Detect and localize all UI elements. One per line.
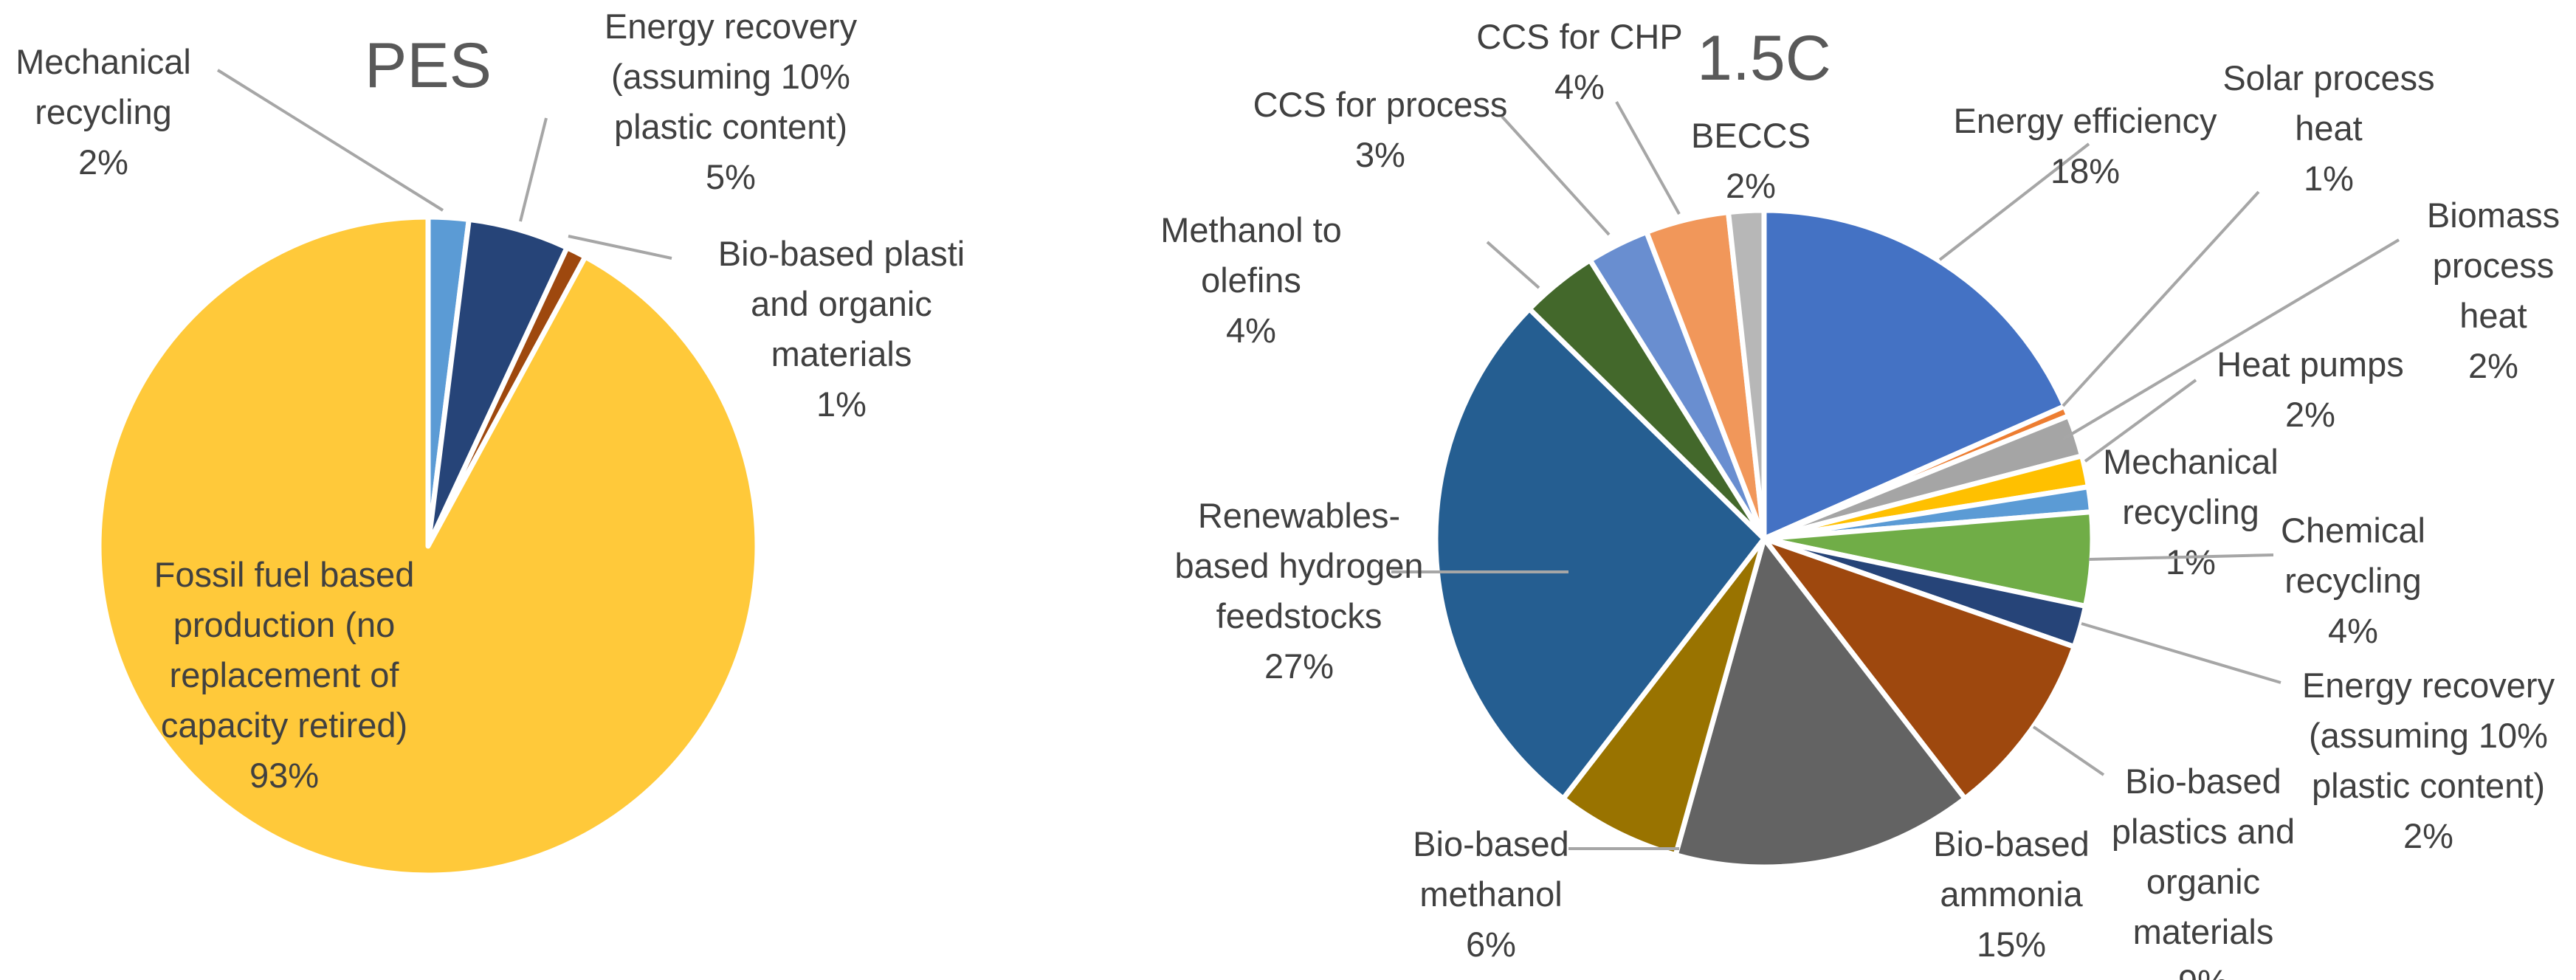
pes-data-label-fossil-fuel-based-production-no-replacement-of-capacity-retired: Fossil fuel based production (no replaceme… [154,555,415,795]
c15-data-label-beccs: BECCS 2% [1691,116,1811,205]
c15-leader-line-biomass-process-heat [2062,238,2400,441]
c15-slice-bio-based-plastics-and-organic-materials [1761,536,2077,801]
pes-pie-chart: PES Mechanical recycling 2% Energy recovery… [16,7,965,878]
c15-data-label-renewables-based-hydrogen-feedstocks: Renewables-based hydrogen feedstocks 27% [1174,496,1423,686]
c15-leader-line-chemical-recycling [2088,553,2274,561]
c15-data-label-chemical-recycling: Chemical recycling 4% [2281,511,2425,650]
c15-leader-line-methanol-to-olefins [1486,241,1540,289]
pes-leader-line-bio-based-plasti-and-organic-materials [568,235,672,260]
c15-data-label-energy-efficiency: Energy efficiency 18% [1953,101,2217,190]
c15-leader-line-energy-recovery-assuming-10-plastic-content [2081,622,2281,684]
c15-slice-energy-efficiency [1761,207,2067,542]
c15-data-label-ccs-for-chp: CCS for CHP 4% [1476,17,1682,106]
pes-data-label-bio-based-plasti-and-organic-materials: Bio-based plasti and organic materials 1% [718,234,965,424]
pes-leader-line-energy-recovery-assuming-10-plastic-content [519,117,548,222]
c15-data-label-solar-process-heat: Solar process heat 1% [2222,58,2434,198]
pes-data-label-mechanical-recycling: Mechanical recycling 2% [16,42,191,182]
c15-slice-renewables-based-hydrogen-feedstocks [1433,306,1767,801]
c15-leader-line-bio-based-plastics-and-organic-materials [2032,725,2105,776]
pes-leader-line-mechanical-recycling [216,69,444,212]
c15-data-label-methanol-to-olefins: Methanol to olefins 4% [1160,210,1342,350]
c15-leader-line-solar-process-heat [2062,190,2260,407]
c15-slice-beccs [1726,207,1767,542]
c15-leader-line-ccs-for-chp [1615,101,1681,215]
c15-leader-line-ccs-for-process [1501,115,1611,236]
c15-data-label-biomass-process-heat: Biomass process heat 2% [2427,196,2560,385]
c15-data-label-bio-based-ammonia: Bio-based ammonia 15% [1933,824,2090,964]
c15-slice-bio-based-methanol [1560,536,1767,858]
c15-slice-bio-based-ammonia [1673,536,1968,870]
pes-slice-fossil-fuel-based-production-no-replacement-of-capacity-retired [96,214,760,878]
c15-data-label-mechanical-recycling: Mechanical recycling 1% [2103,442,2279,582]
c15-data-label-ccs-for-process: CCS for process 3% [1253,85,1508,174]
c15-leader-line-heat-pumps [2084,379,2197,463]
1-5c-chart-title: 1.5C [1697,23,1831,94]
c15-leader-line-energy-efficiency [1938,142,2090,261]
pes-data-label-energy-recovery-assuming-10-plastic-content: Energy recovery (assuming 10% plastic cont… [605,7,858,196]
pes-chart-title: PES [365,30,492,101]
1-5c-pie-chart: 1.5C Energy efficiency 18%Solar process he… [1160,17,2560,980]
c15-data-label-bio-based-methanol: Bio-based methanol 6% [1413,824,1569,964]
c15-data-label-energy-recovery-assuming-10-plastic-content: Energy recovery (assuming 10% plastic cont… [2302,666,2555,855]
c15-data-label-heat-pumps: Heat pumps 2% [2217,345,2403,434]
